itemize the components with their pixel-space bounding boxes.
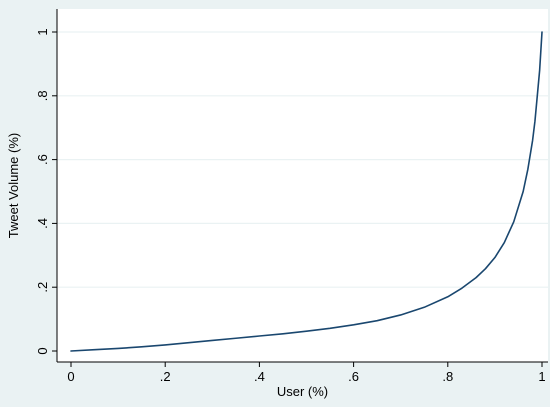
y-tick-label: 0 [35, 347, 50, 354]
y-tick-label: 1 [35, 28, 50, 35]
x-axis-label: User (%) [277, 384, 328, 399]
series-group [70, 31, 543, 352]
y-tick-label: .8 [35, 90, 50, 101]
y-tick-label: .6 [35, 154, 50, 165]
series-line [70, 31, 543, 352]
x-tick-label: 1 [538, 369, 545, 384]
y-axis-ticks: 0 .2 .4 .6 .8 1 [35, 28, 57, 355]
x-tick-label: 0 [67, 369, 74, 384]
x-tick-label: .2 [160, 369, 171, 384]
plot-area [57, 9, 548, 362]
y-tick-label: .2 [35, 282, 50, 293]
x-axis-ticks: 0 .2 .4 .6 .8 1 [67, 362, 546, 384]
gridlines [57, 31, 548, 288]
y-axis-label: Tweet Volume (%) [6, 133, 21, 239]
axes [56, 9, 548, 363]
y-tick-label: .4 [35, 218, 50, 229]
x-tick-label: .4 [254, 369, 265, 384]
x-tick-label: .8 [442, 369, 453, 384]
x-tick-label: .6 [348, 369, 359, 384]
